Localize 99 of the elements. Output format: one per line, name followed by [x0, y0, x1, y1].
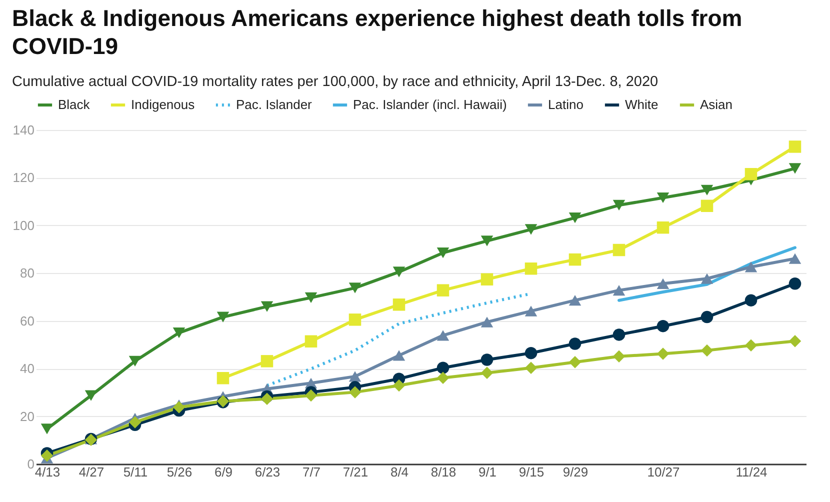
point — [392, 350, 406, 361]
point — [128, 356, 142, 366]
point — [612, 328, 626, 341]
x-tick-label: 7/21 — [342, 464, 368, 480]
point — [700, 200, 714, 212]
point — [304, 335, 318, 348]
chart-subtitle: Cumulative actual COVID-19 mortality rates per 100,000, by race and ethnicity, April 13-Dec. 8, 2020 — [12, 74, 660, 90]
chart-title: Black & Indigenous Americans experience highest death tolls from COVID-19 — [12, 4, 744, 60]
y-tick-label: 0 — [27, 456, 34, 472]
y-tick-label: 60 — [20, 313, 34, 328]
point — [788, 163, 802, 174]
legend-label: Latino — [548, 97, 584, 112]
y-tick-label: 20 — [20, 408, 34, 424]
point — [656, 192, 670, 204]
point — [524, 346, 538, 360]
legend-label: Black — [58, 97, 90, 112]
point — [216, 312, 230, 322]
point — [480, 316, 494, 328]
x-tick-label: 4/13 — [34, 464, 60, 480]
x-tick-label: 9/29 — [562, 464, 588, 480]
point — [304, 389, 318, 402]
x-tick-label: 5/26 — [166, 464, 192, 480]
point — [436, 362, 450, 374]
point — [348, 386, 362, 398]
point — [392, 379, 406, 392]
point — [788, 140, 802, 153]
point — [480, 273, 494, 286]
x-tick-label: 9/15 — [518, 464, 544, 480]
point — [436, 330, 450, 341]
x-tick-label: 6/9 — [214, 464, 233, 480]
point — [612, 200, 626, 210]
point — [612, 285, 626, 296]
point — [40, 424, 54, 434]
y-tick-label: 40 — [20, 361, 34, 376]
point — [260, 301, 274, 312]
x-tick-label: 7/7 — [302, 464, 321, 480]
point — [436, 248, 450, 258]
y-tick-label: 140 — [12, 122, 34, 138]
point — [480, 354, 494, 366]
point — [744, 339, 758, 352]
x-tick-label: 8/4 — [390, 464, 409, 480]
x-tick-label: 9/1 — [478, 464, 497, 480]
point — [348, 282, 362, 294]
point — [656, 278, 670, 289]
point — [744, 262, 758, 272]
legend-label: Pac. Islander (incl. Hawaii) — [353, 97, 507, 112]
y-tick-label: 80 — [20, 266, 34, 281]
point — [392, 298, 406, 311]
point — [172, 401, 186, 414]
legend-label: Asian — [700, 97, 733, 112]
point — [260, 355, 274, 368]
x-tick-label: 5/11 — [123, 464, 148, 480]
point — [700, 273, 714, 284]
point — [392, 266, 406, 278]
point — [568, 253, 582, 266]
point — [348, 314, 362, 326]
point — [260, 392, 274, 405]
point — [656, 348, 670, 360]
point — [656, 221, 670, 234]
point — [788, 253, 802, 264]
point — [348, 371, 362, 382]
point — [700, 184, 714, 196]
point — [524, 262, 538, 275]
point — [216, 372, 230, 384]
point — [128, 416, 142, 428]
x-tick-label: 6/23 — [254, 464, 280, 480]
line-series — [618, 246, 796, 302]
point — [524, 306, 538, 316]
point — [40, 450, 54, 462]
point — [700, 310, 714, 324]
point — [744, 294, 758, 306]
point — [524, 224, 538, 235]
point — [612, 244, 626, 256]
point — [304, 292, 318, 304]
point — [568, 356, 582, 368]
legend-label: Pac. Islander — [236, 97, 313, 112]
legend-label: White — [625, 97, 658, 112]
point — [436, 372, 450, 384]
legend-label: Indigenous — [131, 97, 196, 112]
point — [788, 278, 802, 290]
y-tick-label: 120 — [12, 170, 34, 186]
point — [524, 362, 538, 374]
point — [568, 212, 582, 224]
point — [656, 320, 670, 332]
x-tick-label: 8/18 — [430, 464, 456, 480]
x-tick-label: 11/24 — [736, 464, 768, 480]
x-tick-label: 10/27 — [647, 464, 680, 480]
point — [172, 327, 186, 338]
x-tick-label: 4/27 — [78, 464, 104, 480]
point — [436, 284, 450, 296]
point — [480, 236, 494, 246]
point — [788, 335, 802, 348]
point — [700, 344, 714, 357]
point — [612, 350, 626, 363]
point — [480, 366, 494, 379]
point — [744, 168, 758, 180]
point — [568, 338, 582, 350]
point — [568, 295, 582, 306]
y-tick-label: 100 — [12, 218, 34, 233]
